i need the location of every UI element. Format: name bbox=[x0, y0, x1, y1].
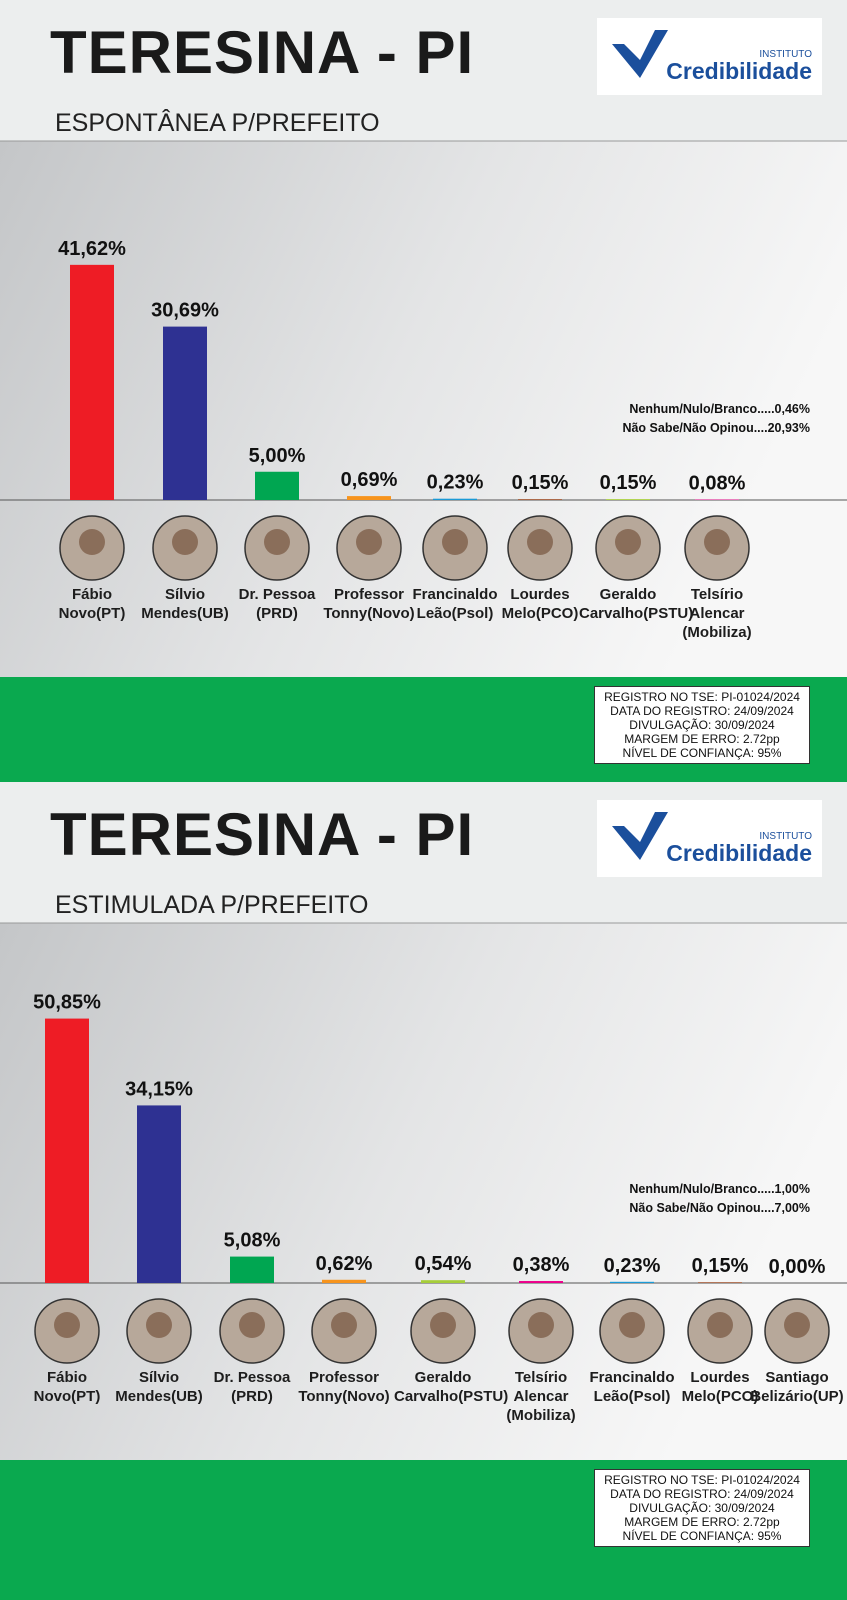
subtitle: ESTIMULADA P/PREFEITO bbox=[55, 891, 369, 919]
chart: TERESINA - PI ESPONTÂNEA P/PREFEITO INSTIT… bbox=[0, 0, 847, 782]
logo-name: Credibilidade bbox=[666, 840, 812, 866]
photo-head bbox=[264, 529, 290, 555]
title: TERESINA - PI bbox=[50, 801, 474, 868]
registration-line: MARGEM DE ERRO: 2.72pp bbox=[624, 1515, 780, 1529]
chart-background bbox=[0, 141, 847, 677]
bar bbox=[137, 1105, 181, 1283]
bar bbox=[70, 264, 114, 500]
photo-head bbox=[615, 529, 641, 555]
panel: TERESINA - PI ESPONTÂNEA P/PREFEITO INSTIT… bbox=[0, 0, 847, 782]
registration-line: DIVULGAÇÃO: 30/09/2024 bbox=[629, 1501, 775, 1515]
value-label: 30,69% bbox=[151, 300, 219, 322]
logo-name: Credibilidade bbox=[666, 58, 812, 84]
candidate-name: Professor Tonny(Novo) bbox=[298, 1369, 390, 1405]
bar bbox=[698, 1282, 742, 1283]
bar bbox=[163, 326, 207, 500]
bar bbox=[518, 499, 562, 500]
value-label: 0,08% bbox=[689, 473, 746, 495]
bar bbox=[421, 1280, 465, 1283]
value-label: 41,62% bbox=[58, 238, 126, 260]
candidate-name: Dr. Pessoa (PRD) bbox=[213, 1369, 291, 1405]
value-label: 34,15% bbox=[125, 1078, 193, 1100]
registration-line: DATA DO REGISTRO: 24/09/2024 bbox=[610, 704, 794, 718]
photo-head bbox=[704, 529, 730, 555]
photo-head bbox=[356, 529, 382, 555]
photo-head bbox=[442, 529, 468, 555]
photo-head bbox=[239, 1312, 265, 1338]
candidate-name: Geraldo Carvalho(PSTU) bbox=[394, 1369, 509, 1405]
value-label: 5,00% bbox=[249, 445, 306, 467]
photo-head bbox=[146, 1312, 172, 1338]
value-label: 0,15% bbox=[512, 472, 569, 494]
candidate-name: Fábio Novo(PT) bbox=[33, 1369, 101, 1405]
bar bbox=[433, 498, 477, 500]
photo-head bbox=[527, 529, 553, 555]
candidate-name: Lourdes Melo(PCO) bbox=[501, 586, 579, 622]
value-label: 5,08% bbox=[224, 1230, 281, 1252]
value-label: 0,23% bbox=[427, 472, 484, 494]
panel: TERESINA - PI ESTIMULADA P/PREFEITO INSTIT… bbox=[0, 782, 847, 1600]
logo-mark bbox=[612, 812, 668, 860]
bar bbox=[230, 1256, 274, 1283]
registration-line: DIVULGAÇÃO: 30/09/2024 bbox=[629, 718, 775, 732]
photo-head bbox=[784, 1312, 810, 1338]
annotation: Nenhum/Nulo/Branco.....1,00% bbox=[629, 1182, 810, 1196]
chart: TERESINA - PI ESTIMULADA P/PREFEITO INSTIT… bbox=[0, 782, 847, 1600]
photo-head bbox=[707, 1312, 733, 1338]
annotation: Nenhum/Nulo/Branco.....0,46% bbox=[629, 402, 810, 416]
bar bbox=[606, 499, 650, 500]
logo-top: INSTITUTO bbox=[759, 49, 812, 60]
photo-head bbox=[172, 529, 198, 555]
candidate-name: Dr. Pessoa (PRD) bbox=[238, 586, 316, 622]
value-label: 0,62% bbox=[316, 1253, 373, 1275]
bar bbox=[519, 1281, 563, 1283]
registration-line: DATA DO REGISTRO: 24/09/2024 bbox=[610, 1487, 794, 1501]
logo-mark bbox=[612, 30, 668, 78]
candidate-name: Professor Tonny(Novo) bbox=[323, 586, 415, 622]
photo-head bbox=[79, 529, 105, 555]
photo-head bbox=[528, 1312, 554, 1338]
registration-line: REGISTRO NO TSE: PI-01024/2024 bbox=[604, 1473, 800, 1487]
value-label: 50,85% bbox=[33, 992, 101, 1014]
value-label: 0,15% bbox=[692, 1255, 749, 1277]
registration-line: NÍVEL DE CONFIANÇA: 95% bbox=[622, 1529, 782, 1543]
registration-line: NÍVEL DE CONFIANÇA: 95% bbox=[622, 746, 782, 760]
bar bbox=[45, 1018, 89, 1283]
candidate-name: Francinaldo Leão(Psol) bbox=[412, 586, 498, 622]
candidate-name: Telsírio Alencar (Mobiliza) bbox=[506, 1369, 576, 1424]
candidate-name: Lourdes Melo(PCO) bbox=[681, 1369, 759, 1405]
candidate-name: Francinaldo Leão(Psol) bbox=[589, 1369, 675, 1405]
candidate-name: Sílvio Mendes(UB) bbox=[115, 1369, 203, 1405]
value-label: 0,23% bbox=[604, 1255, 661, 1277]
registration-box: REGISTRO NO TSE: PI-01024/2024 DATA DO RE… bbox=[594, 1469, 810, 1547]
bar bbox=[347, 496, 391, 500]
value-label: 0,69% bbox=[341, 469, 398, 491]
annotation: Não Sabe/Não Opinou....20,93% bbox=[622, 421, 810, 435]
photo-head bbox=[619, 1312, 645, 1338]
registration-line: MARGEM DE ERRO: 2.72pp bbox=[624, 732, 780, 746]
value-label: 0,38% bbox=[513, 1254, 570, 1276]
value-label: 0,15% bbox=[600, 472, 657, 494]
photo-head bbox=[430, 1312, 456, 1338]
candidate-name: Sílvio Mendes(UB) bbox=[141, 586, 229, 622]
registration-line: REGISTRO NO TSE: PI-01024/2024 bbox=[604, 690, 800, 704]
photo-head bbox=[331, 1312, 357, 1338]
value-label: 0,54% bbox=[415, 1253, 472, 1275]
bar bbox=[610, 1281, 654, 1283]
logo-top: INSTITUTO bbox=[759, 831, 812, 842]
candidate-name: Santiago Belizário(UP) bbox=[750, 1369, 844, 1405]
title: TERESINA - PI bbox=[50, 19, 474, 86]
annotation: Não Sabe/Não Opinou....7,00% bbox=[629, 1201, 810, 1215]
value-label: 0,00% bbox=[769, 1256, 826, 1278]
bar bbox=[322, 1279, 366, 1283]
registration-box: REGISTRO NO TSE: PI-01024/2024 DATA DO RE… bbox=[594, 686, 810, 764]
candidate-name: Fábio Novo(PT) bbox=[58, 586, 126, 622]
candidate-name: Telsírio Alencar (Mobiliza) bbox=[682, 586, 752, 641]
photo-head bbox=[54, 1312, 80, 1338]
subtitle: ESPONTÂNEA P/PREFEITO bbox=[55, 108, 380, 137]
candidate-name: Geraldo Carvalho(PSTU) bbox=[579, 586, 694, 622]
bar bbox=[255, 471, 299, 500]
